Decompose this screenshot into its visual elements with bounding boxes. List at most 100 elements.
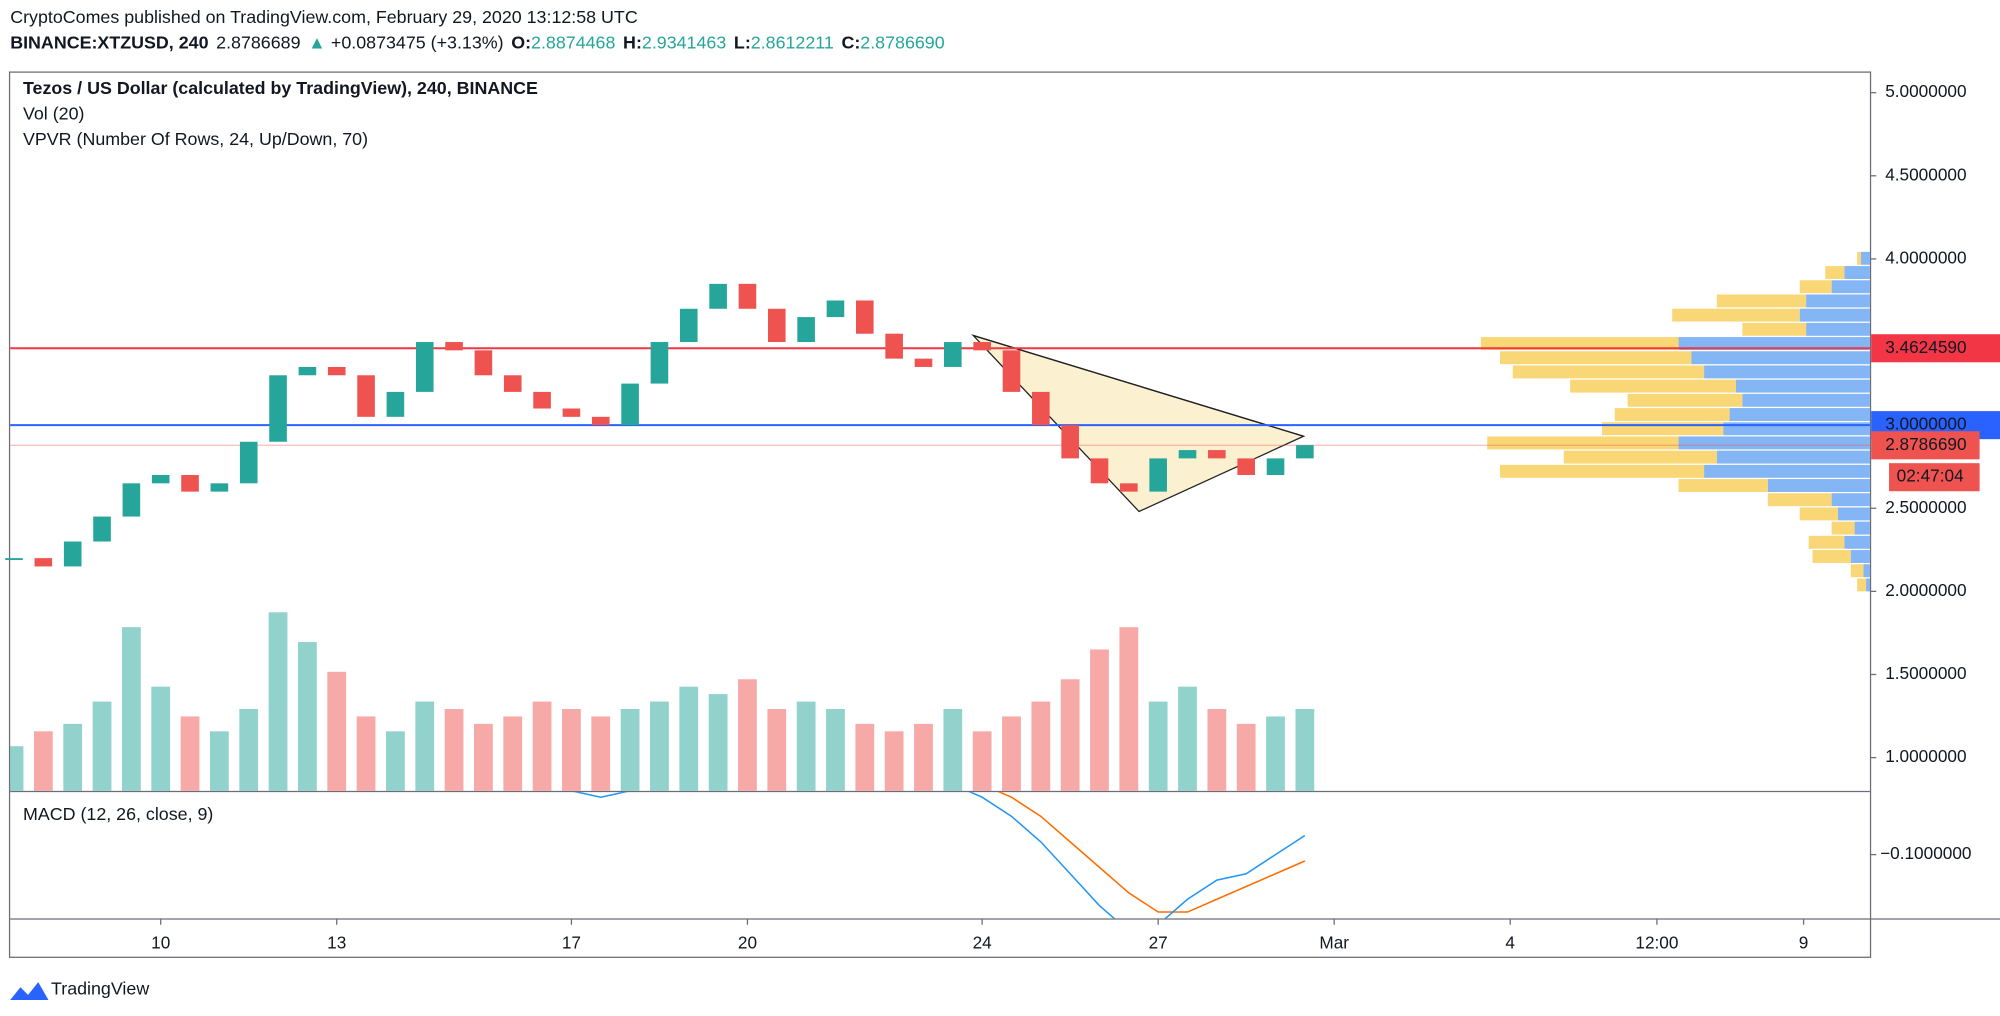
volume-bar xyxy=(943,708,963,791)
volume-bar xyxy=(562,708,581,791)
vpvr-down xyxy=(1729,408,1870,421)
vpvr-down xyxy=(1854,521,1870,535)
vpvr-down xyxy=(1799,308,1870,322)
legend-macd: MACD (12, 26, close, 9) xyxy=(23,804,213,824)
candle xyxy=(679,308,698,343)
volume-bar xyxy=(708,694,728,791)
vpvr-down xyxy=(1831,280,1870,294)
volume-bar xyxy=(826,708,845,791)
vpvr-up xyxy=(1767,493,1832,507)
volume-bar xyxy=(532,701,552,791)
vpvr-up xyxy=(1614,408,1730,421)
vpvr-up xyxy=(1512,365,1705,379)
y-tick-label: 5.0000000 xyxy=(1885,81,1966,101)
symbol-line: BINANCE:XTZUSD, 240 2.8786689 ▲ +0.0873475 … xyxy=(10,32,945,52)
vpvr-up xyxy=(1678,479,1768,492)
candle xyxy=(885,333,903,359)
candle xyxy=(122,483,141,517)
volume-bar xyxy=(1178,686,1197,791)
volume-bar xyxy=(1266,716,1285,791)
last: 2.8786689 xyxy=(216,32,300,52)
frame xyxy=(8,71,1872,958)
volume-bar xyxy=(855,723,875,791)
level-label: 3.0000000 xyxy=(1885,414,1966,434)
vpvr-down xyxy=(1838,507,1870,521)
x-tick-label: 12:00 xyxy=(1635,932,1678,952)
o-label: O: xyxy=(511,32,531,52)
x-tick-label: 10 xyxy=(151,932,170,952)
y-tick-label: 4.0000000 xyxy=(1885,247,1966,267)
x-tick-label: 27 xyxy=(1149,932,1168,952)
vpvr-down xyxy=(1844,266,1870,279)
candle xyxy=(1178,450,1197,459)
vpvr-down xyxy=(1767,479,1870,492)
candle xyxy=(621,383,639,426)
candle xyxy=(357,375,375,417)
candle xyxy=(1208,450,1226,459)
vpvr-up xyxy=(1500,351,1692,365)
volume-bar xyxy=(1119,627,1139,791)
candle xyxy=(855,300,874,334)
vpvr-down xyxy=(1850,550,1870,563)
candle xyxy=(1032,391,1050,426)
y-tick-label: 1.0000000 xyxy=(1885,746,1966,766)
vpvr-up xyxy=(1570,379,1736,393)
vpvr-down xyxy=(1863,564,1870,578)
candle xyxy=(298,366,317,376)
x-tick-label: 17 xyxy=(562,932,581,952)
volume-bar xyxy=(327,671,347,791)
vpvr-down xyxy=(1704,365,1870,379)
price-layer xyxy=(5,283,1870,567)
volume-bar xyxy=(268,612,288,791)
candle xyxy=(1061,425,1079,459)
vpvr-down xyxy=(1806,322,1870,336)
volume-bar xyxy=(620,708,640,791)
candle xyxy=(1266,458,1285,476)
candle xyxy=(415,342,434,392)
vpvr-layer xyxy=(1480,251,1870,592)
brand: TradingView xyxy=(51,979,149,999)
vpvr-down xyxy=(1742,393,1870,407)
macd-tick-label: −0.1000000 xyxy=(1880,843,1971,863)
candle xyxy=(914,358,933,367)
vpvr-up xyxy=(1480,337,1679,350)
volume-bar xyxy=(1002,716,1021,791)
x-tick-label: 24 xyxy=(973,932,993,952)
l: 2.8612211 xyxy=(751,32,834,52)
candle xyxy=(93,516,111,542)
candle xyxy=(63,541,82,567)
volume-bar xyxy=(914,723,933,791)
arrow: ▲ xyxy=(308,32,326,52)
volume-bar xyxy=(92,701,112,791)
vpvr-up xyxy=(1716,294,1807,308)
volume-bar xyxy=(239,708,259,791)
candle xyxy=(709,283,727,309)
o: 2.8874468 xyxy=(531,32,615,52)
macd-macd xyxy=(573,792,1306,919)
countdown-box xyxy=(1889,463,1980,492)
countdown: 02:47:04 xyxy=(1897,466,1964,486)
volume-bar xyxy=(1031,701,1051,791)
macd-layer xyxy=(573,792,1306,919)
y-tick-label: 4.5000000 xyxy=(1885,164,1966,184)
candle xyxy=(1120,483,1138,492)
level-label-box xyxy=(1871,334,2000,363)
candle xyxy=(5,558,23,561)
volume-bar xyxy=(121,627,141,791)
volume-bar xyxy=(33,731,53,791)
volume-bar xyxy=(415,701,435,791)
vpvr-up xyxy=(1825,266,1845,279)
vpvr-down xyxy=(1860,251,1870,265)
legend-volume: Vol (20) xyxy=(23,104,84,124)
candle xyxy=(1296,445,1314,459)
candle xyxy=(386,391,405,417)
candle xyxy=(973,342,991,351)
candle xyxy=(445,342,463,351)
c-label: C: xyxy=(841,32,860,52)
volume-bar xyxy=(1207,708,1227,791)
vpvr-down xyxy=(1691,351,1870,365)
y-tick-label: 1.5000000 xyxy=(1885,663,1966,683)
volume-bar xyxy=(738,679,757,791)
volume-bar xyxy=(1295,708,1315,791)
